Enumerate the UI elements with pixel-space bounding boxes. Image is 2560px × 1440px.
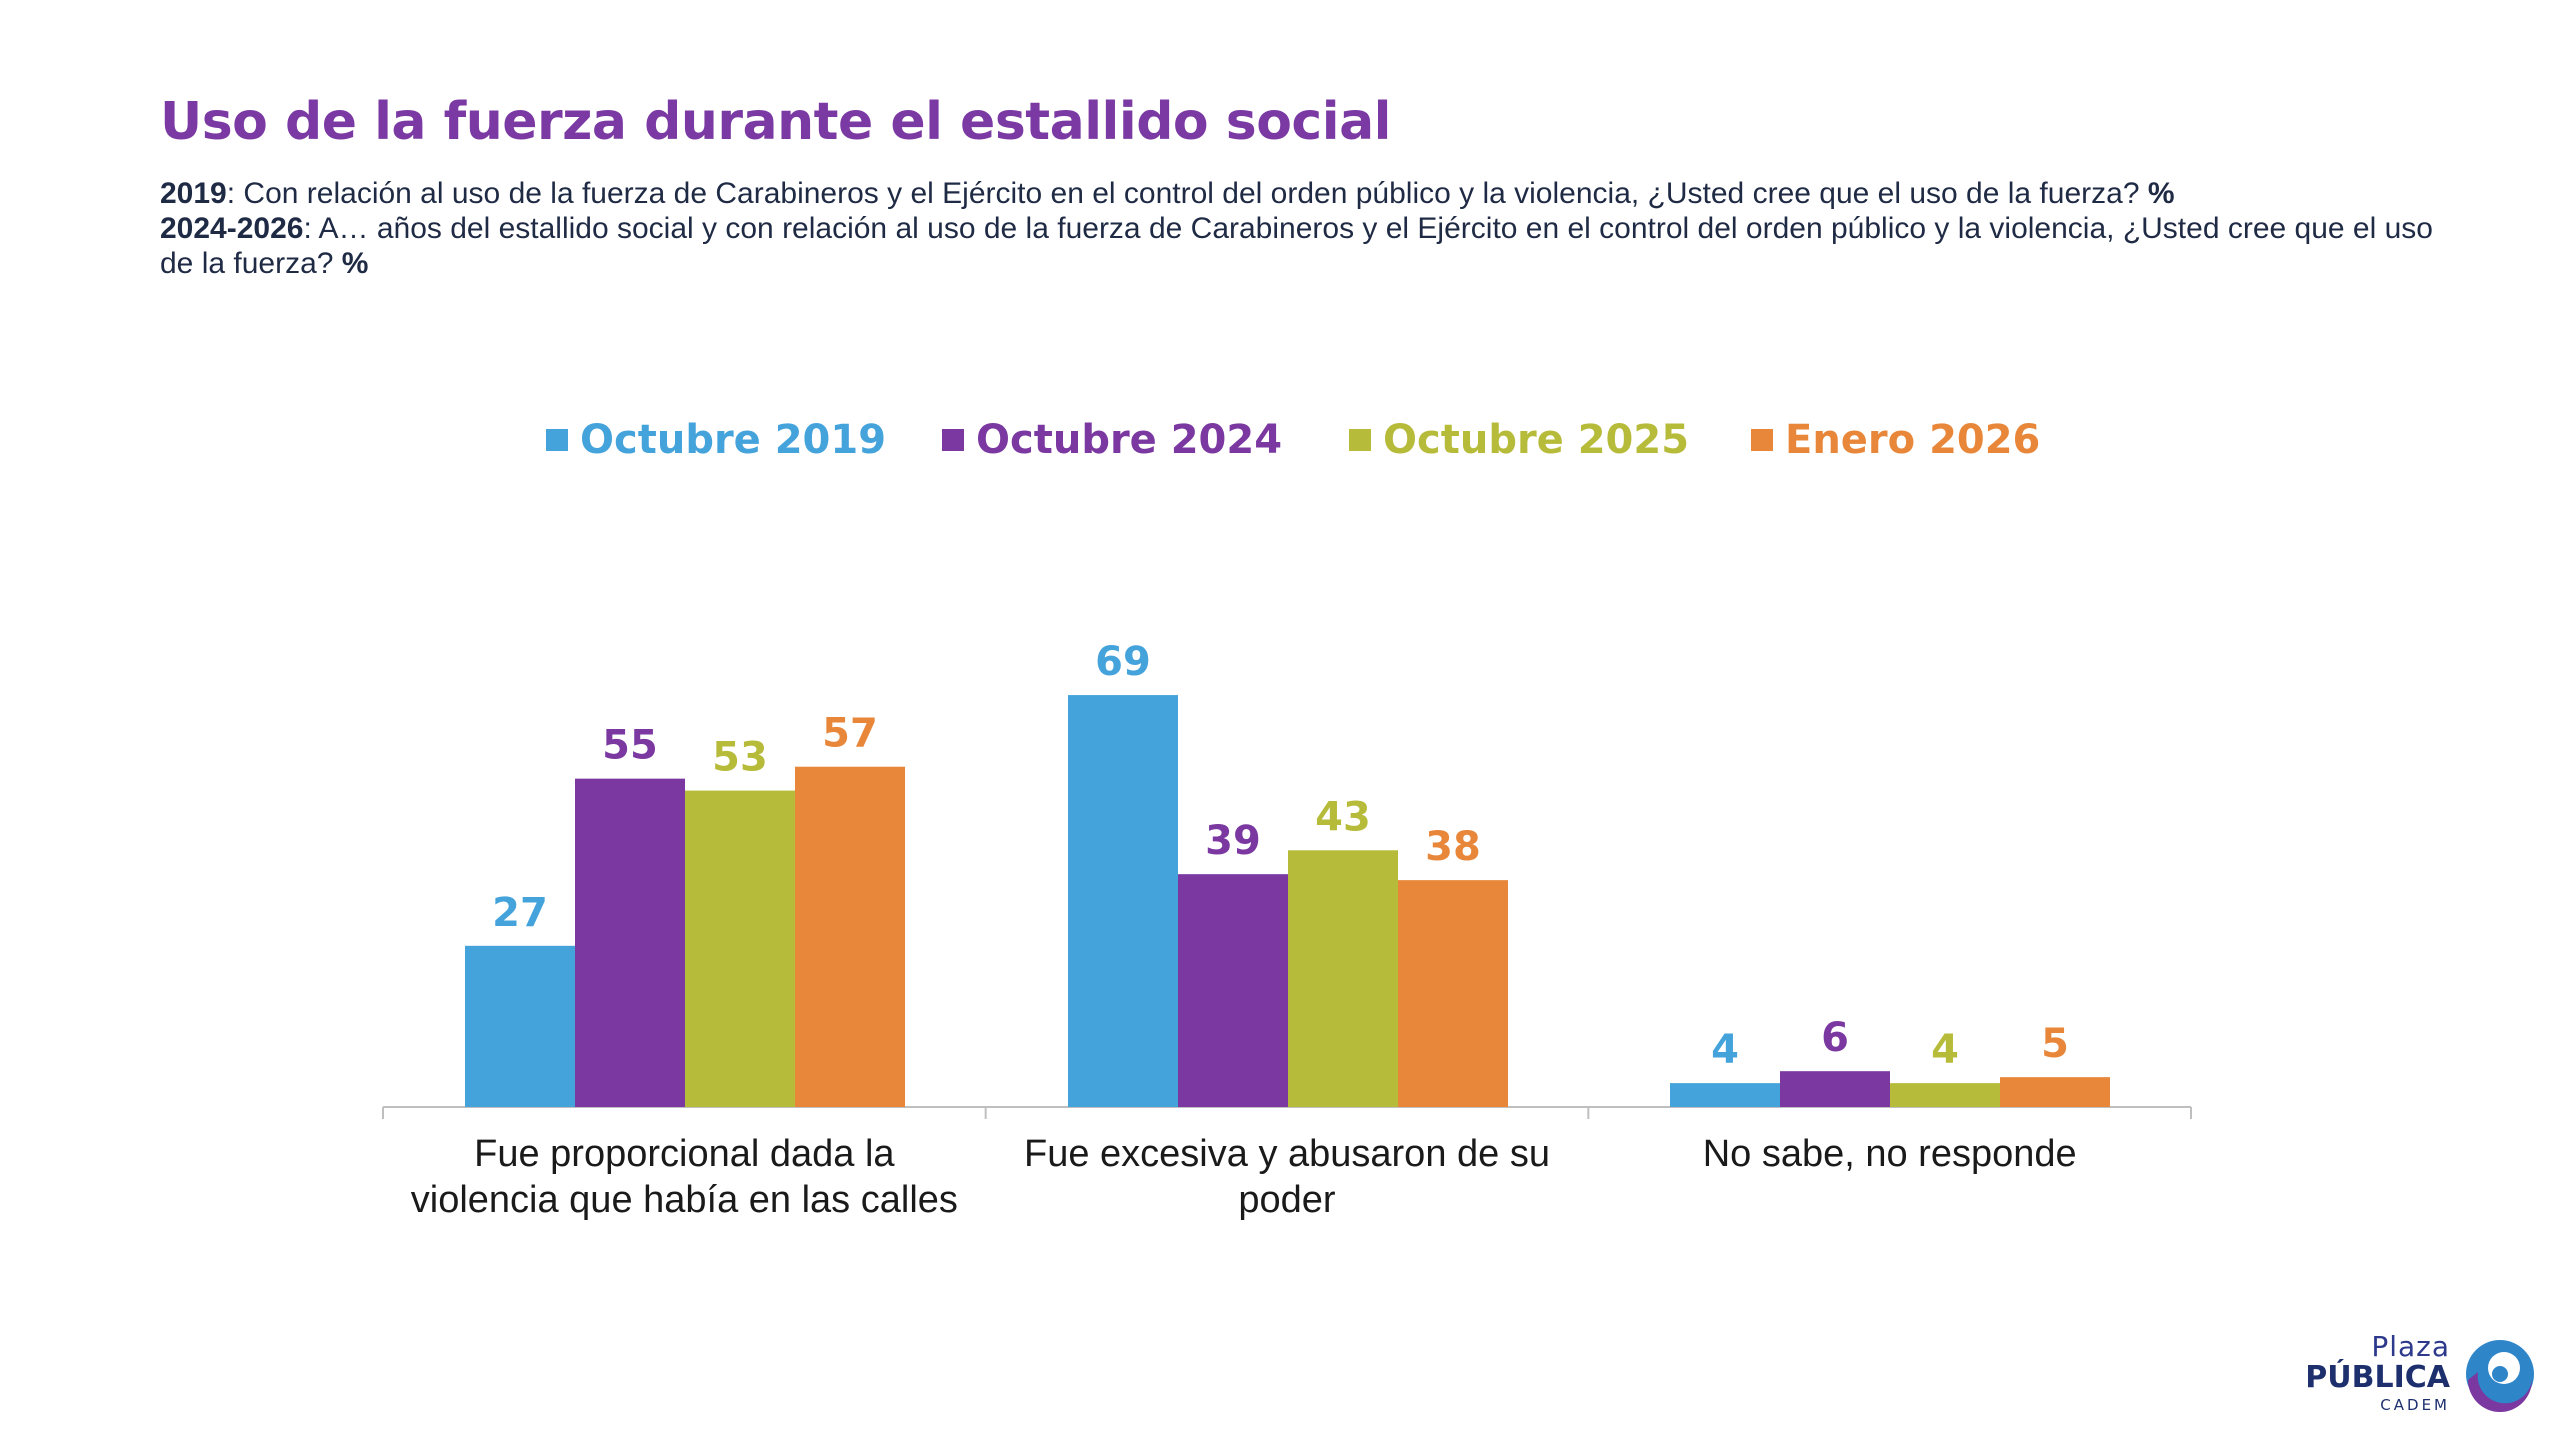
bar [1780,1071,1890,1107]
legend-item-octubre-2024: Octubre 2024 [942,412,1282,468]
legend-label-enero-2026: Enero 2026 [1785,417,2041,463]
data-label: 4 [1711,1027,1739,1073]
logo-text-plaza: Plaza [2371,1330,2450,1363]
legend-swatch-octubre-2019 [546,429,568,451]
legend-item-octubre-2025: Octubre 2025 [1349,412,1689,468]
data-label: 27 [492,890,548,936]
logo-mark-icon [2466,1340,2534,1412]
legend-swatch-octubre-2025 [1349,429,1371,451]
subtitle-question-2024-2026: : A… años del estallido social y con rel… [160,212,2433,280]
category-label: Fue excesiva y abusaron de su [1024,1133,1550,1175]
category-label: No sabe, no responde [1703,1133,2077,1175]
chart-title: Uso de la fuerza durante el estallido so… [160,92,1391,152]
subtitle-percent-2019: % [2147,177,2175,210]
subtitle-line-2019: 2019: Con relación al uso de la fuerza d… [160,176,2440,211]
legend-swatch-octubre-2024 [942,429,964,451]
subtitle-year-2024-2026: 2024-2026 [160,212,304,245]
legend-item-octubre-2019: Octubre 2019 [546,412,886,468]
bar [685,790,795,1107]
data-label: 55 [602,723,658,769]
data-label: 38 [1425,824,1481,870]
bar [1398,880,1508,1107]
bar [795,766,905,1107]
logo-text-publica: PÚBLICA [2305,1360,2450,1395]
bar [2000,1077,2110,1107]
data-label: 5 [2041,1021,2069,1067]
bar [1890,1083,2000,1107]
data-label: 39 [1205,818,1261,864]
data-label: 69 [1095,639,1151,685]
bar [465,945,575,1107]
bar [1670,1083,1780,1107]
chart-legend: Octubre 2019 Octubre 2024 Octubre 2025 E… [0,412,2560,468]
bar [1288,850,1398,1107]
legend-label-octubre-2024: Octubre 2024 [976,417,1283,463]
data-label: 43 [1315,794,1371,840]
bar [1178,874,1288,1107]
subtitle-percent-2024-2026: % [341,247,369,280]
category-label: poder [1238,1179,1336,1221]
legend-swatch-enero-2026 [1751,429,1773,451]
data-label: 6 [1821,1015,1849,1061]
subtitle-year-2019: 2019 [160,177,227,210]
data-label: 4 [1931,1027,1959,1073]
data-label: 57 [822,711,878,757]
legend-label-octubre-2025: Octubre 2025 [1383,417,1690,463]
legend-item-enero-2026: Enero 2026 [1751,412,2040,468]
plaza-publica-cadem-logo: Plaza PÚBLICA CADEM [2300,1330,2540,1420]
bar [575,778,685,1107]
category-label: violencia que había en las calles [411,1179,958,1221]
chart-subtitle: 2019: Con relación al uso de la fuerza d… [160,176,2440,281]
category-label: Fue proporcional dada la [474,1133,895,1175]
subtitle-question-2019: : Con relación al uso de la fuerza de Ca… [226,177,2140,210]
logo-text-cadem: CADEM [2380,1396,2450,1414]
data-label: 53 [712,735,768,781]
subtitle-line-2024-2026: 2024-2026: A… años del estallido social … [160,211,2440,281]
legend-label-octubre-2019: Octubre 2019 [580,417,887,463]
bar [1068,695,1178,1107]
